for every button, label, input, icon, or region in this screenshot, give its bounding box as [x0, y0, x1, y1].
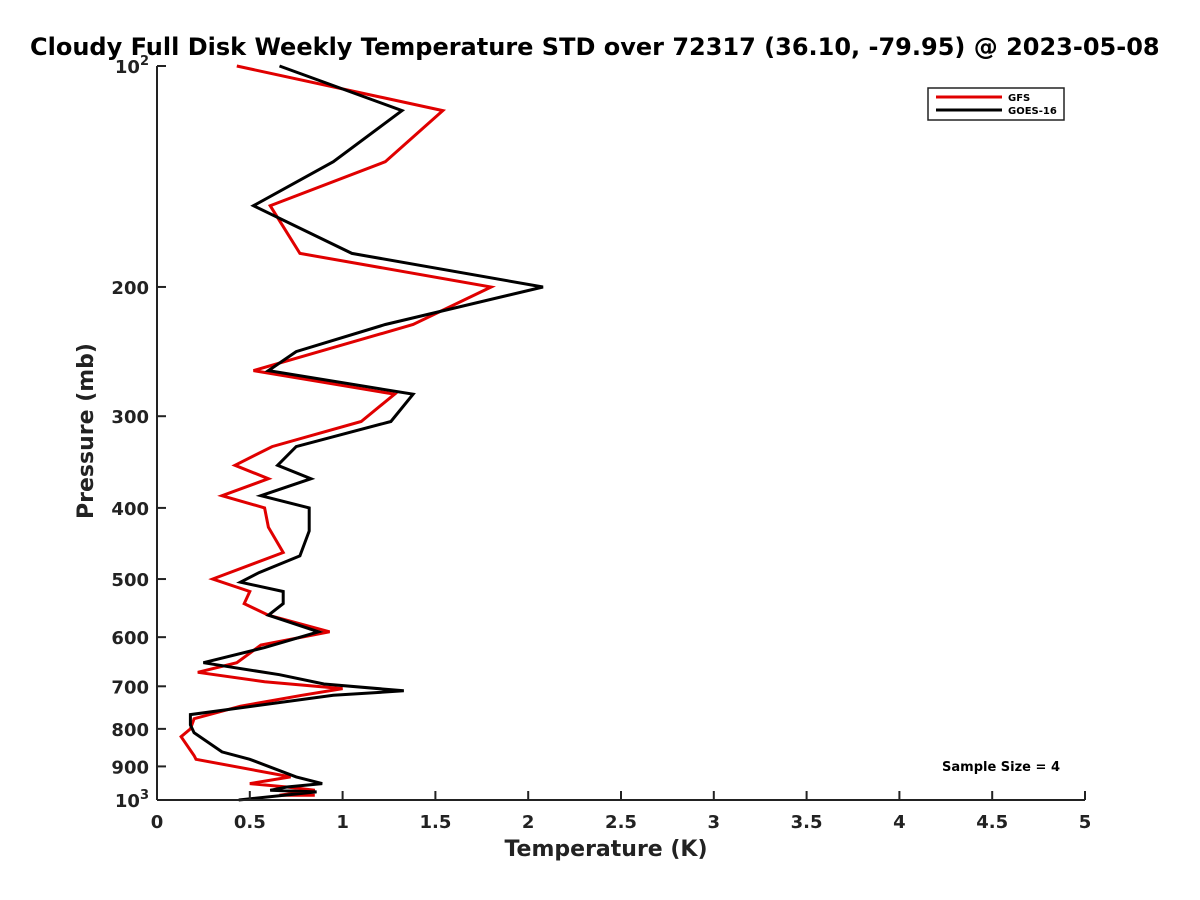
- sample-size-annotation: Sample Size = 4: [942, 760, 1060, 775]
- y-tick-label: 400: [111, 499, 149, 520]
- series-line-gfs: [179, 64, 496, 797]
- legend-entry-label: GFS: [1008, 93, 1030, 104]
- x-tick-label: 1: [336, 812, 349, 833]
- y-tick-label: 800: [111, 720, 149, 741]
- x-tick-label: 3.5: [791, 812, 823, 833]
- chart-title: Cloudy Full Disk Weekly Temperature STD …: [30, 33, 1160, 61]
- x-tick-label: 4.5: [976, 812, 1008, 833]
- y-tick-label: 103: [115, 788, 149, 812]
- x-tick-label: 3: [708, 812, 721, 833]
- x-axis-label: Temperature (K): [504, 837, 707, 862]
- x-tick-label: 0: [151, 812, 164, 833]
- y-tick-label: 200: [111, 278, 149, 299]
- x-tick-label: 5: [1079, 812, 1092, 833]
- x-tick-label: 2: [522, 812, 535, 833]
- legend-entry-label: GOES-16: [1008, 106, 1057, 117]
- x-tick-label: 0.5: [234, 812, 266, 833]
- x-tick-label: 2.5: [605, 812, 637, 833]
- legend: GFS GOES-16: [927, 87, 1065, 121]
- y-tick-label: 900: [111, 757, 149, 778]
- axes-layer: 0 0.5 1 1.5 2 2.5 3 3.5 4 4.5 5 102 200 300 400 500 600 7…: [111, 54, 1091, 833]
- y-tick-label: 500: [111, 570, 149, 591]
- y-axis-label: Pressure (mb): [74, 343, 99, 519]
- y-tick-label: 700: [111, 677, 149, 698]
- series-line-goes-16: [188, 64, 544, 802]
- y-tick-label: 600: [111, 628, 149, 649]
- y-tick-label: 102: [115, 54, 149, 78]
- legend-box: [927, 87, 1065, 121]
- series-layer: [179, 64, 544, 802]
- x-tick-label: 4: [893, 812, 906, 833]
- x-tick-label: 1.5: [419, 812, 451, 833]
- y-tick-label: 300: [111, 407, 149, 428]
